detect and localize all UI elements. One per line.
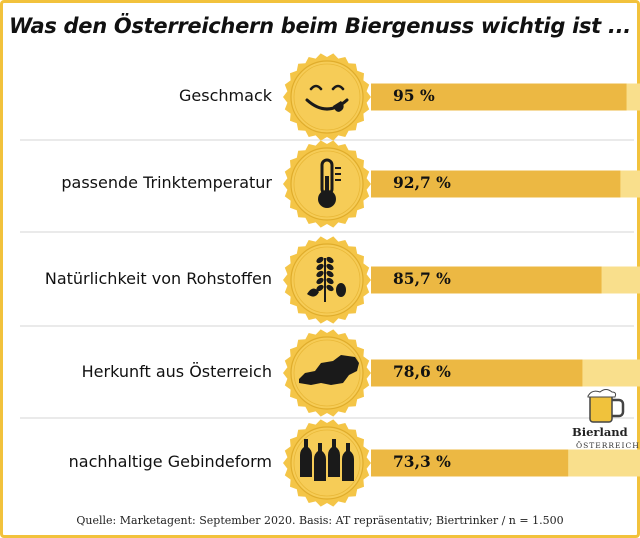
bar-4 xyxy=(371,359,583,387)
category-label-3: Natürlichkeit von Rohstoffen xyxy=(44,269,272,288)
wheat-hops-icon xyxy=(283,236,371,324)
bar-5 xyxy=(371,449,569,477)
bar-1 xyxy=(371,83,627,111)
logo-subtitle: ÖSTERREICH xyxy=(576,441,640,450)
chart-title: Was den Österreichern beim Biergenuss wi… xyxy=(9,14,631,38)
thermometer-icon xyxy=(283,140,371,228)
bar-3 xyxy=(371,266,602,294)
value-label-4: 78,6 % xyxy=(393,362,451,381)
category-label-5: nachhaltige Gebindeform xyxy=(68,452,272,471)
austria-map-icon xyxy=(283,329,371,417)
value-label-3: 85,7 % xyxy=(393,269,451,288)
bottles-icon xyxy=(283,419,371,507)
category-label-1: Geschmack xyxy=(179,86,272,105)
logo-wordmark: Bierland xyxy=(572,425,628,439)
source-note: Quelle: Marketagent: September 2020. Bas… xyxy=(76,514,564,527)
value-label-1: 95 % xyxy=(393,86,435,105)
bar-2 xyxy=(371,170,621,198)
beer-mug-logo-icon xyxy=(587,389,625,423)
category-label-2: passende Trinktemperatur xyxy=(61,173,272,192)
value-label-2: 92,7 % xyxy=(393,173,451,192)
category-label-4: Herkunft aus Österreich xyxy=(81,362,272,381)
smiley-icon xyxy=(283,53,371,141)
value-label-5: 73,3 % xyxy=(393,452,451,471)
